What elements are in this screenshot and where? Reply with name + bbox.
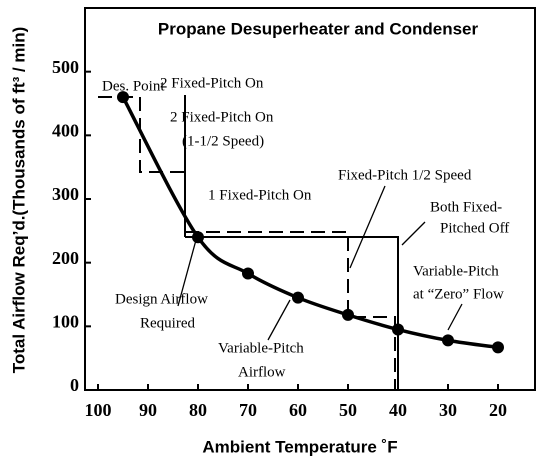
leader bbox=[349, 185, 386, 269]
x-tick-label: 30 bbox=[439, 400, 457, 420]
data-point bbox=[292, 291, 304, 304]
y-tick-label: 500 bbox=[52, 57, 79, 77]
data-point bbox=[342, 308, 354, 321]
annotation: 2 Fixed-Pitch On bbox=[170, 109, 274, 125]
data-point bbox=[442, 334, 454, 347]
annotation: Pitched Off bbox=[440, 220, 509, 236]
leader bbox=[447, 303, 463, 331]
x-tick-label: 20 bbox=[489, 400, 507, 420]
annotation: Variable-Pitch bbox=[413, 263, 499, 279]
x-tick-label: 40 bbox=[389, 400, 407, 420]
x-tick-label: 70 bbox=[239, 400, 257, 420]
annotation: Fixed-Pitch 1/2 Speed bbox=[338, 167, 472, 183]
x-tick-label: 50 bbox=[339, 400, 357, 420]
chart-title: Propane Desuperheater and Condenser bbox=[158, 19, 479, 38]
y-tick-label: 0 bbox=[70, 375, 79, 395]
annotation: 1 Fixed-Pitch On bbox=[208, 187, 312, 203]
series-line bbox=[121, 96, 499, 350]
annotation: (1-1/2 Speed) bbox=[182, 133, 264, 149]
leader bbox=[177, 239, 197, 307]
annotation: Both Fixed- bbox=[430, 199, 502, 215]
x-axis-label: Ambient Temperature ˚F bbox=[202, 437, 397, 456]
x-tick-label: 60 bbox=[289, 400, 307, 420]
x-tick-label: 100 bbox=[85, 400, 112, 420]
leader-lines bbox=[177, 185, 463, 341]
data-point bbox=[492, 341, 504, 354]
data-point bbox=[392, 323, 404, 336]
data-point bbox=[117, 91, 129, 104]
y-tick-label: 400 bbox=[52, 120, 79, 140]
annotation: at “Zero” Flow bbox=[413, 286, 504, 302]
x-tick-label: 80 bbox=[189, 400, 207, 420]
y-tick-label: 300 bbox=[52, 184, 79, 204]
y-tick-label: 100 bbox=[52, 311, 79, 331]
y-tick-label: 200 bbox=[52, 248, 79, 268]
annotation: Variable-Pitch bbox=[218, 340, 304, 356]
x-tick-label: 90 bbox=[139, 400, 157, 420]
annotation: Design Airflow bbox=[115, 291, 208, 307]
y-axis-label: Total Airflow Req’d.(Thousands of ft³ / … bbox=[9, 27, 28, 374]
annotation: Airflow bbox=[238, 364, 286, 380]
annotation: 2 Fixed-Pitch On bbox=[160, 75, 264, 91]
leader bbox=[267, 299, 291, 341]
data-point bbox=[242, 267, 254, 280]
annotation: Des. Point bbox=[102, 78, 165, 94]
annotation: Required bbox=[140, 315, 195, 331]
data-point bbox=[192, 231, 204, 244]
leader bbox=[401, 221, 426, 246]
